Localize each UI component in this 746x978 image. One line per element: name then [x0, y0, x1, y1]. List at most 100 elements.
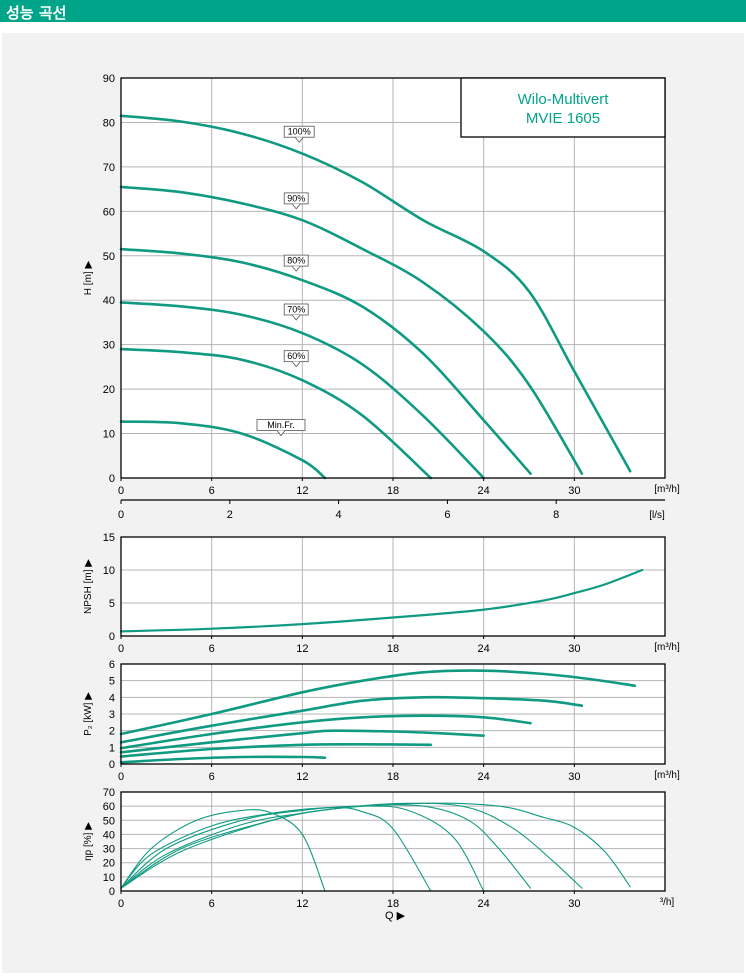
efficiency-x-tick-label: 12 — [296, 898, 308, 910]
power-y-tick-label: 5 — [109, 676, 115, 688]
head-x-unit-label: [m³/h] — [654, 484, 680, 495]
efficiency-series-line-0 — [120, 809, 326, 892]
secondary-x-tick-label: 2 — [227, 509, 233, 521]
head-x-tick-label: 0 — [118, 485, 124, 497]
npsh-x-unit-label: [m³/h] — [654, 642, 680, 653]
efficiency-series-line-2 — [120, 805, 485, 892]
head-y-tick-label: 80 — [103, 117, 115, 129]
head-curve-label-5: Min.Fr. — [267, 420, 295, 430]
npsh-chart: 0 6 12 18 24 30 0 5 10 15 [m³/h] NPSH [m] ▶ — [83, 532, 680, 655]
head-y-tick-label: 30 — [103, 340, 115, 352]
head-series-line-5 — [119, 420, 327, 480]
power-y-axis-label: P₂ [kW] ▶ — [83, 692, 94, 736]
head-x-tick-label: 6 — [209, 485, 215, 497]
secondary-x-unit-label: [l/s] — [649, 510, 665, 521]
head-y-tick-label: 10 — [103, 429, 115, 441]
head-x-tick-label: 30 — [568, 485, 580, 497]
efficiency-y-tick-label: 60 — [103, 801, 115, 813]
power-series-line-2 — [119, 714, 532, 750]
power-series-line-0 — [119, 669, 637, 736]
head-x-tick-label: 12 — [296, 485, 308, 497]
head-y-tick-label: 40 — [103, 295, 115, 307]
head-curve-label-1: 90% — [287, 193, 305, 203]
head-y-tick-label: 0 — [109, 473, 115, 485]
head-curve-label-pointer — [291, 203, 301, 210]
power-x-tick-label: 18 — [387, 771, 399, 783]
power-y-tick-label: 0 — [109, 759, 115, 771]
head-y-tick-label: 20 — [103, 384, 115, 396]
power-series-line-3 — [119, 729, 485, 754]
power-series-line-5 — [119, 755, 327, 764]
head-curve-label-pointer — [291, 265, 301, 272]
efficiency-chart: 0 6 12 18 24 30 0 10 20 30 40 50 60 70 ³/h] ηp [%] ▶ Q ▶ — [83, 787, 674, 922]
head-y-tick-label: 90 — [103, 73, 115, 85]
secondary-x-tick-label: 0 — [118, 509, 124, 521]
npsh-y-tick-label: 15 — [103, 532, 115, 544]
head-y-axis-label: H [m] ▶ — [83, 261, 94, 296]
head-curve-label-pointer — [291, 361, 301, 368]
power-series-line-4 — [119, 742, 433, 758]
npsh-y-tick-label: 5 — [109, 598, 115, 610]
efficiency-y-tick-label: 40 — [103, 829, 115, 841]
head-series-line-2 — [119, 247, 532, 475]
efficiency-series-line-5 — [120, 802, 631, 889]
power-x-unit-label: [m³/h] — [654, 770, 680, 781]
npsh-x-tick-label: 12 — [296, 643, 308, 655]
efficiency-y-tick-label: 50 — [103, 815, 115, 827]
npsh-x-tick-label: 24 — [478, 643, 490, 655]
head-curve-label-pointer — [276, 430, 286, 437]
power-x-tick-label: 0 — [118, 771, 124, 783]
power-y-tick-label: 6 — [109, 659, 115, 671]
secondary-x-tick-label: 8 — [553, 509, 559, 521]
power-y-tick-label: 2 — [109, 726, 115, 738]
efficiency-series-line-1 — [120, 807, 432, 892]
power-x-tick-label: 12 — [296, 771, 308, 783]
efficiency-x-tick-label: 6 — [209, 898, 215, 910]
head-y-tick-label: 70 — [103, 162, 115, 174]
npsh-x-tick-label: 0 — [118, 643, 124, 655]
efficiency-y-tick-label: 20 — [103, 858, 115, 870]
secondary-x-tick-label: 6 — [444, 509, 450, 521]
section-title: 성능 곡선 — [6, 4, 67, 22]
power-y-tick-label: 1 — [109, 742, 115, 754]
head-curve-label-pointer — [291, 314, 301, 321]
efficiency-x-axis-label: Q ▶ — [385, 910, 406, 922]
head-series-line-4 — [119, 347, 433, 480]
model-series-name: Wilo-Multivert — [518, 91, 610, 108]
model-legend-box — [460, 77, 666, 138]
power-y-tick-label: 4 — [109, 692, 115, 704]
npsh-x-tick-label: 18 — [387, 643, 399, 655]
efficiency-y-axis-label: ηp [%] ▶ — [83, 822, 94, 861]
head-curve-label-4: 60% — [287, 351, 305, 361]
power-x-tick-label: 30 — [568, 771, 580, 783]
efficiency-y-tick-label: 30 — [103, 844, 115, 856]
npsh-y-tick-label: 0 — [109, 631, 115, 643]
model-type-name: MVIE 1605 — [526, 110, 600, 127]
efficiency-x-tick-label: 0 — [118, 898, 124, 910]
head-curve-label-pointer — [294, 136, 304, 143]
efficiency-x-tick-label: 30 — [568, 898, 580, 910]
efficiency-y-tick-label: 10 — [103, 872, 115, 884]
power-x-tick-label: 6 — [209, 771, 215, 783]
power-x-tick-label: 24 — [478, 771, 490, 783]
head-curve-label-3: 70% — [287, 305, 305, 315]
efficiency-x-unit-label: ³/h] — [660, 897, 675, 908]
section-header: 성능 곡선 — [0, 0, 746, 22]
head-curve-label-2: 80% — [287, 256, 305, 266]
efficiency-x-tick-label: 18 — [387, 898, 399, 910]
efficiency-y-tick-label: 70 — [103, 787, 115, 799]
efficiency-y-tick-label: 0 — [109, 886, 115, 898]
power-y-tick-label: 3 — [109, 709, 115, 721]
npsh-y-axis-label: NPSH [m] ▶ — [83, 559, 94, 614]
head-curve-label-0: 100% — [288, 127, 311, 137]
power-series-line-1 — [119, 695, 584, 744]
head-x-tick-label: 24 — [478, 485, 490, 497]
head-y-tick-label: 60 — [103, 206, 115, 218]
head-series-line-3 — [119, 301, 485, 480]
npsh-x-tick-label: 30 — [568, 643, 580, 655]
npsh-series-line-0 — [119, 568, 644, 633]
npsh-y-tick-label: 10 — [103, 565, 115, 577]
